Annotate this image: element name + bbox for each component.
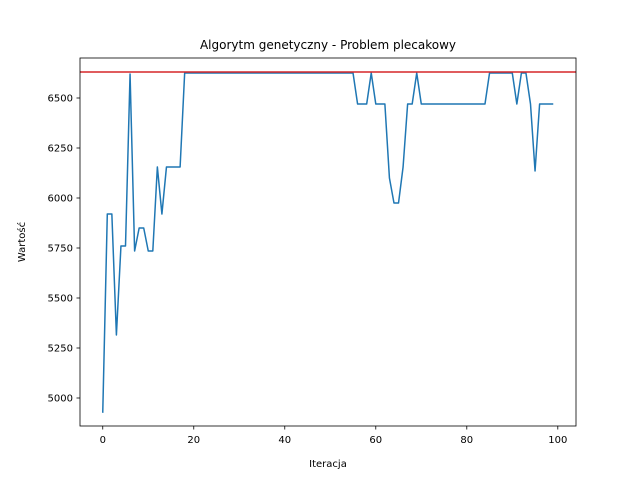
plot-frame	[79, 57, 577, 427]
y-axis: 5000 5250 5500 5750 6000 6250 6500	[48, 94, 80, 405]
y-axis-label: Wartość	[16, 222, 28, 262]
y-tick-label: 6000	[48, 194, 73, 205]
series-line-0	[102, 72, 554, 413]
x-tick-label: 80	[460, 435, 473, 446]
x-tick-label: 40	[278, 435, 291, 446]
chart-title: Algorytm genetyczny - Problem plecakowy	[200, 38, 456, 52]
y-tick-label: 5500	[48, 294, 73, 305]
x-tick-label: 20	[187, 435, 200, 446]
x-axis: 0 20 40 60 80 100	[100, 426, 567, 446]
y-tick-label: 5250	[48, 344, 73, 355]
y-tick-label: 6250	[48, 144, 73, 155]
y-tick-label: 5750	[48, 244, 73, 255]
y-tick-label: 6500	[48, 94, 73, 105]
y-tick-label: 5000	[48, 394, 73, 405]
x-axis-label: Iteracja	[309, 459, 347, 470]
x-tick-label: 0	[100, 435, 106, 446]
x-tick-label: 100	[548, 435, 567, 446]
plot-area	[79, 57, 577, 427]
x-tick-label: 60	[369, 435, 382, 446]
